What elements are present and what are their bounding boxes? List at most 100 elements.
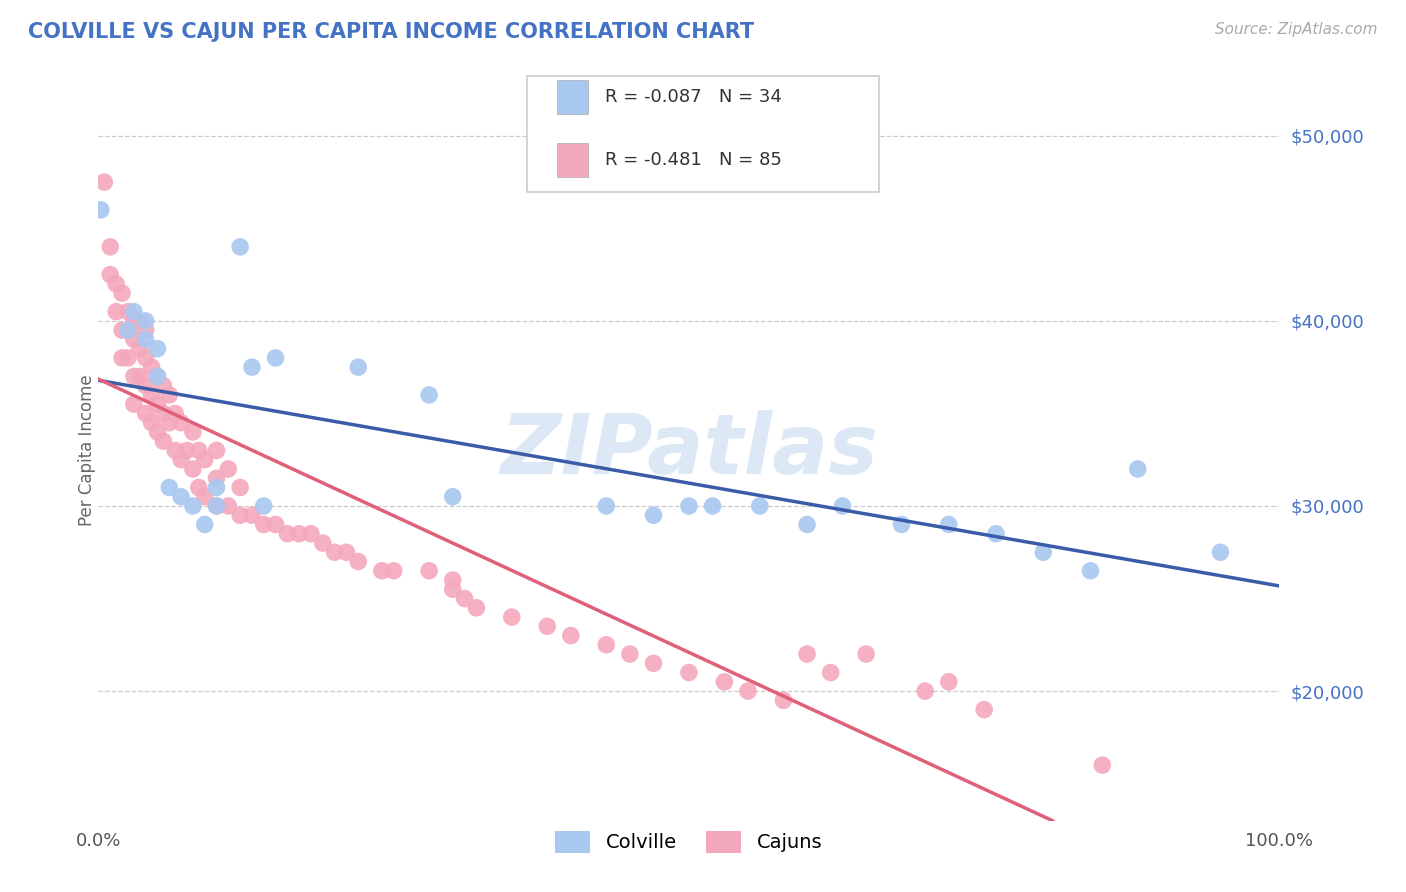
Point (122, 314, 145, 328)
Point (453, 591, 475, 606)
Point (1209, 545, 1232, 559)
Text: COLVILLE VS CAJUN PER CAPITA INCOME CORRELATION CHART: COLVILLE VS CAJUN PER CAPITA INCOME CORR… (28, 22, 754, 42)
Point (146, 342, 169, 356)
Point (737, 684, 759, 698)
Point (347, 360, 370, 375)
Point (122, 369, 145, 384)
Point (501, 610, 523, 624)
Point (105, 277, 128, 291)
Point (165, 443, 187, 458)
Point (240, 508, 263, 523)
Text: R = -0.481   N = 85: R = -0.481 N = 85 (605, 151, 782, 169)
Point (135, 407, 157, 421)
Point (772, 693, 794, 707)
Point (105, 304, 128, 318)
Point (678, 499, 700, 513)
Point (441, 582, 464, 597)
Point (253, 517, 276, 532)
Point (465, 600, 488, 615)
Point (678, 665, 700, 680)
Point (135, 323, 157, 337)
Point (170, 490, 193, 504)
Point (217, 462, 239, 476)
Point (117, 323, 139, 337)
Point (855, 647, 877, 661)
Point (122, 304, 145, 318)
Point (288, 526, 311, 541)
Point (117, 304, 139, 318)
Point (135, 378, 157, 392)
Point (240, 360, 263, 375)
Point (418, 564, 440, 578)
Point (128, 314, 150, 328)
Point (914, 684, 936, 698)
Point (643, 657, 665, 671)
Point (253, 499, 276, 513)
Y-axis label: Per Capita Income: Per Capita Income (79, 375, 96, 526)
Point (264, 517, 287, 532)
Point (347, 554, 370, 569)
Point (170, 416, 193, 430)
Point (181, 462, 204, 476)
Point (229, 240, 252, 254)
Point (1126, 462, 1149, 476)
Point (229, 508, 252, 523)
Point (157, 416, 180, 430)
Point (111, 351, 134, 365)
Text: ZIPatlas: ZIPatlas (501, 410, 877, 491)
Point (146, 397, 169, 411)
Point (194, 490, 217, 504)
Point (170, 452, 193, 467)
Point (264, 351, 287, 365)
Point (205, 471, 228, 485)
Point (181, 425, 204, 439)
Point (713, 674, 735, 689)
Point (217, 499, 239, 513)
Point (141, 360, 163, 375)
Point (820, 665, 842, 680)
Point (1091, 758, 1114, 772)
Point (536, 619, 558, 633)
Point (128, 342, 150, 356)
Point (371, 564, 394, 578)
Point (128, 369, 150, 384)
Point (98, 240, 121, 254)
Point (418, 388, 440, 402)
Point (1080, 564, 1102, 578)
Point (560, 628, 582, 642)
Point (748, 499, 770, 513)
Point (135, 333, 157, 347)
Point (111, 286, 134, 301)
Point (157, 481, 180, 495)
Point (619, 647, 641, 661)
Point (152, 434, 174, 449)
Point (643, 508, 665, 523)
Point (276, 526, 298, 541)
Text: Source: ZipAtlas.com: Source: ZipAtlas.com (1215, 22, 1378, 37)
Point (702, 499, 724, 513)
Point (141, 416, 163, 430)
Point (194, 517, 217, 532)
Point (176, 443, 198, 458)
Point (205, 443, 228, 458)
Point (152, 378, 174, 392)
Point (312, 536, 335, 550)
Text: R = -0.087   N = 34: R = -0.087 N = 34 (605, 88, 782, 106)
Point (595, 638, 617, 652)
Point (98, 268, 121, 282)
Point (117, 351, 139, 365)
Point (187, 443, 209, 458)
Point (831, 499, 853, 513)
Point (122, 333, 145, 347)
Point (135, 351, 157, 365)
Point (187, 481, 209, 495)
Point (141, 388, 163, 402)
Point (299, 526, 322, 541)
Point (205, 499, 228, 513)
Point (796, 517, 818, 532)
Point (146, 369, 169, 384)
Point (181, 499, 204, 513)
Point (117, 323, 139, 337)
Point (157, 388, 180, 402)
Point (229, 481, 252, 495)
